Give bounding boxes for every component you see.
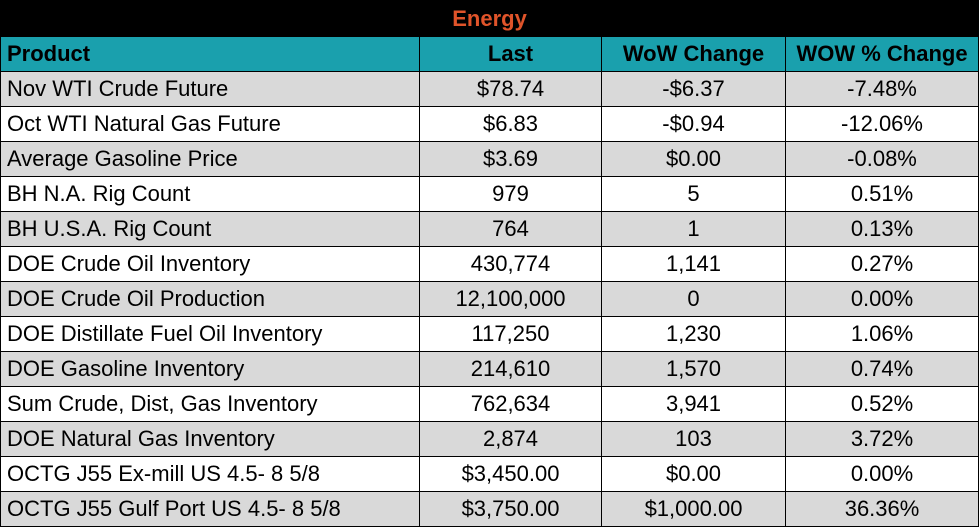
cell-last: 12,100,000 <box>419 281 602 317</box>
column-header-wow-change: WoW Change <box>601 36 786 72</box>
table-row: Nov WTI Crude Future $78.74 -$6.37 -7.48% <box>0 71 980 107</box>
table-row: DOE Crude Oil Production 12,100,000 0 0.00% <box>0 281 980 317</box>
cell-wow-change: 5 <box>601 176 786 212</box>
cell-wow-change: -$6.37 <box>601 71 786 107</box>
cell-last: $78.74 <box>419 71 602 107</box>
cell-product: DOE Crude Oil Inventory <box>0 246 420 282</box>
table-row: Sum Crude, Dist, Gas Inventory 762,634 3,9… <box>0 386 980 422</box>
cell-wow-pct-change: 36.36% <box>784 491 980 527</box>
cell-wow-pct-change: 0.74% <box>784 351 980 387</box>
table-body: Nov WTI Crude Future $78.74 -$6.37 -7.48% Oc… <box>0 71 980 527</box>
cell-wow-change: $0.00 <box>601 456 786 492</box>
table-row: DOE Natural Gas Inventory 2,874 103 3.72% <box>0 421 980 457</box>
cell-wow-pct-change: -12.06% <box>784 106 980 142</box>
cell-product: Average Gasoline Price <box>0 141 420 177</box>
cell-product: OCTG J55 Gulf Port US 4.5- 8 5/8 <box>0 491 420 527</box>
table-row: OCTG J55 Ex-mill US 4.5- 8 5/8 $3,450.00 $… <box>0 456 980 492</box>
table-title: Energy <box>0 0 980 37</box>
column-header-wow-pct-change: WOW % Change <box>784 36 980 72</box>
cell-product: DOE Crude Oil Production <box>0 281 420 317</box>
cell-wow-pct-change: -7.48% <box>784 71 980 107</box>
column-header-last: Last <box>419 36 602 72</box>
table-row: DOE Distillate Fuel Oil Inventory 117,250… <box>0 316 980 352</box>
cell-wow-pct-change: 0.27% <box>784 246 980 282</box>
cell-wow-pct-change: 0.52% <box>784 386 980 422</box>
table-title-row: Energy <box>0 0 980 37</box>
table-row: BH N.A. Rig Count 979 5 0.51% <box>0 176 980 212</box>
cell-product: BH N.A. Rig Count <box>0 176 420 212</box>
cell-product: DOE Natural Gas Inventory <box>0 421 420 457</box>
cell-wow-pct-change: 3.72% <box>784 421 980 457</box>
table-row: Average Gasoline Price $3.69 $0.00 -0.08% <box>0 141 980 177</box>
table-row: DOE Crude Oil Inventory 430,774 1,141 0.27% <box>0 246 980 282</box>
cell-wow-pct-change: 0.00% <box>784 281 980 317</box>
cell-last: 764 <box>419 211 602 247</box>
cell-wow-change: 0 <box>601 281 786 317</box>
cell-wow-change: -$0.94 <box>601 106 786 142</box>
column-header-product: Product <box>0 36 420 72</box>
cell-product: DOE Distillate Fuel Oil Inventory <box>0 316 420 352</box>
cell-wow-pct-change: -0.08% <box>784 141 980 177</box>
cell-last: 2,874 <box>419 421 602 457</box>
cell-wow-pct-change: 0.51% <box>784 176 980 212</box>
cell-product: Nov WTI Crude Future <box>0 71 420 107</box>
cell-wow-change: 1 <box>601 211 786 247</box>
cell-product: DOE Gasoline Inventory <box>0 351 420 387</box>
table-row: OCTG J55 Gulf Port US 4.5- 8 5/8 $3,750.0… <box>0 491 980 527</box>
cell-last: $3.69 <box>419 141 602 177</box>
cell-wow-pct-change: 0.00% <box>784 456 980 492</box>
cell-wow-pct-change: 0.13% <box>784 211 980 247</box>
cell-wow-change: $0.00 <box>601 141 786 177</box>
cell-wow-change: 1,570 <box>601 351 786 387</box>
table-row: Oct WTI Natural Gas Future $6.83 -$0.94 -12… <box>0 106 980 142</box>
cell-last: 430,774 <box>419 246 602 282</box>
cell-product: Oct WTI Natural Gas Future <box>0 106 420 142</box>
cell-last: 214,610 <box>419 351 602 387</box>
cell-wow-change: 3,941 <box>601 386 786 422</box>
cell-wow-change: 1,230 <box>601 316 786 352</box>
cell-last: $6.83 <box>419 106 602 142</box>
table-header-row: Product Last WoW Change WOW % Change <box>0 36 980 72</box>
cell-wow-change: 1,141 <box>601 246 786 282</box>
table-row: DOE Gasoline Inventory 214,610 1,570 0.74% <box>0 351 980 387</box>
table-row: BH U.S.A. Rig Count 764 1 0.13% <box>0 211 980 247</box>
cell-last: $3,450.00 <box>419 456 602 492</box>
cell-last: 762,634 <box>419 386 602 422</box>
cell-wow-pct-change: 1.06% <box>784 316 980 352</box>
cell-last: $3,750.00 <box>419 491 602 527</box>
cell-last: 117,250 <box>419 316 602 352</box>
cell-wow-change: $1,000.00 <box>601 491 786 527</box>
cell-product: Sum Crude, Dist, Gas Inventory <box>0 386 420 422</box>
cell-product: BH U.S.A. Rig Count <box>0 211 420 247</box>
cell-product: OCTG J55 Ex-mill US 4.5- 8 5/8 <box>0 456 420 492</box>
cell-last: 979 <box>419 176 602 212</box>
cell-wow-change: 103 <box>601 421 786 457</box>
